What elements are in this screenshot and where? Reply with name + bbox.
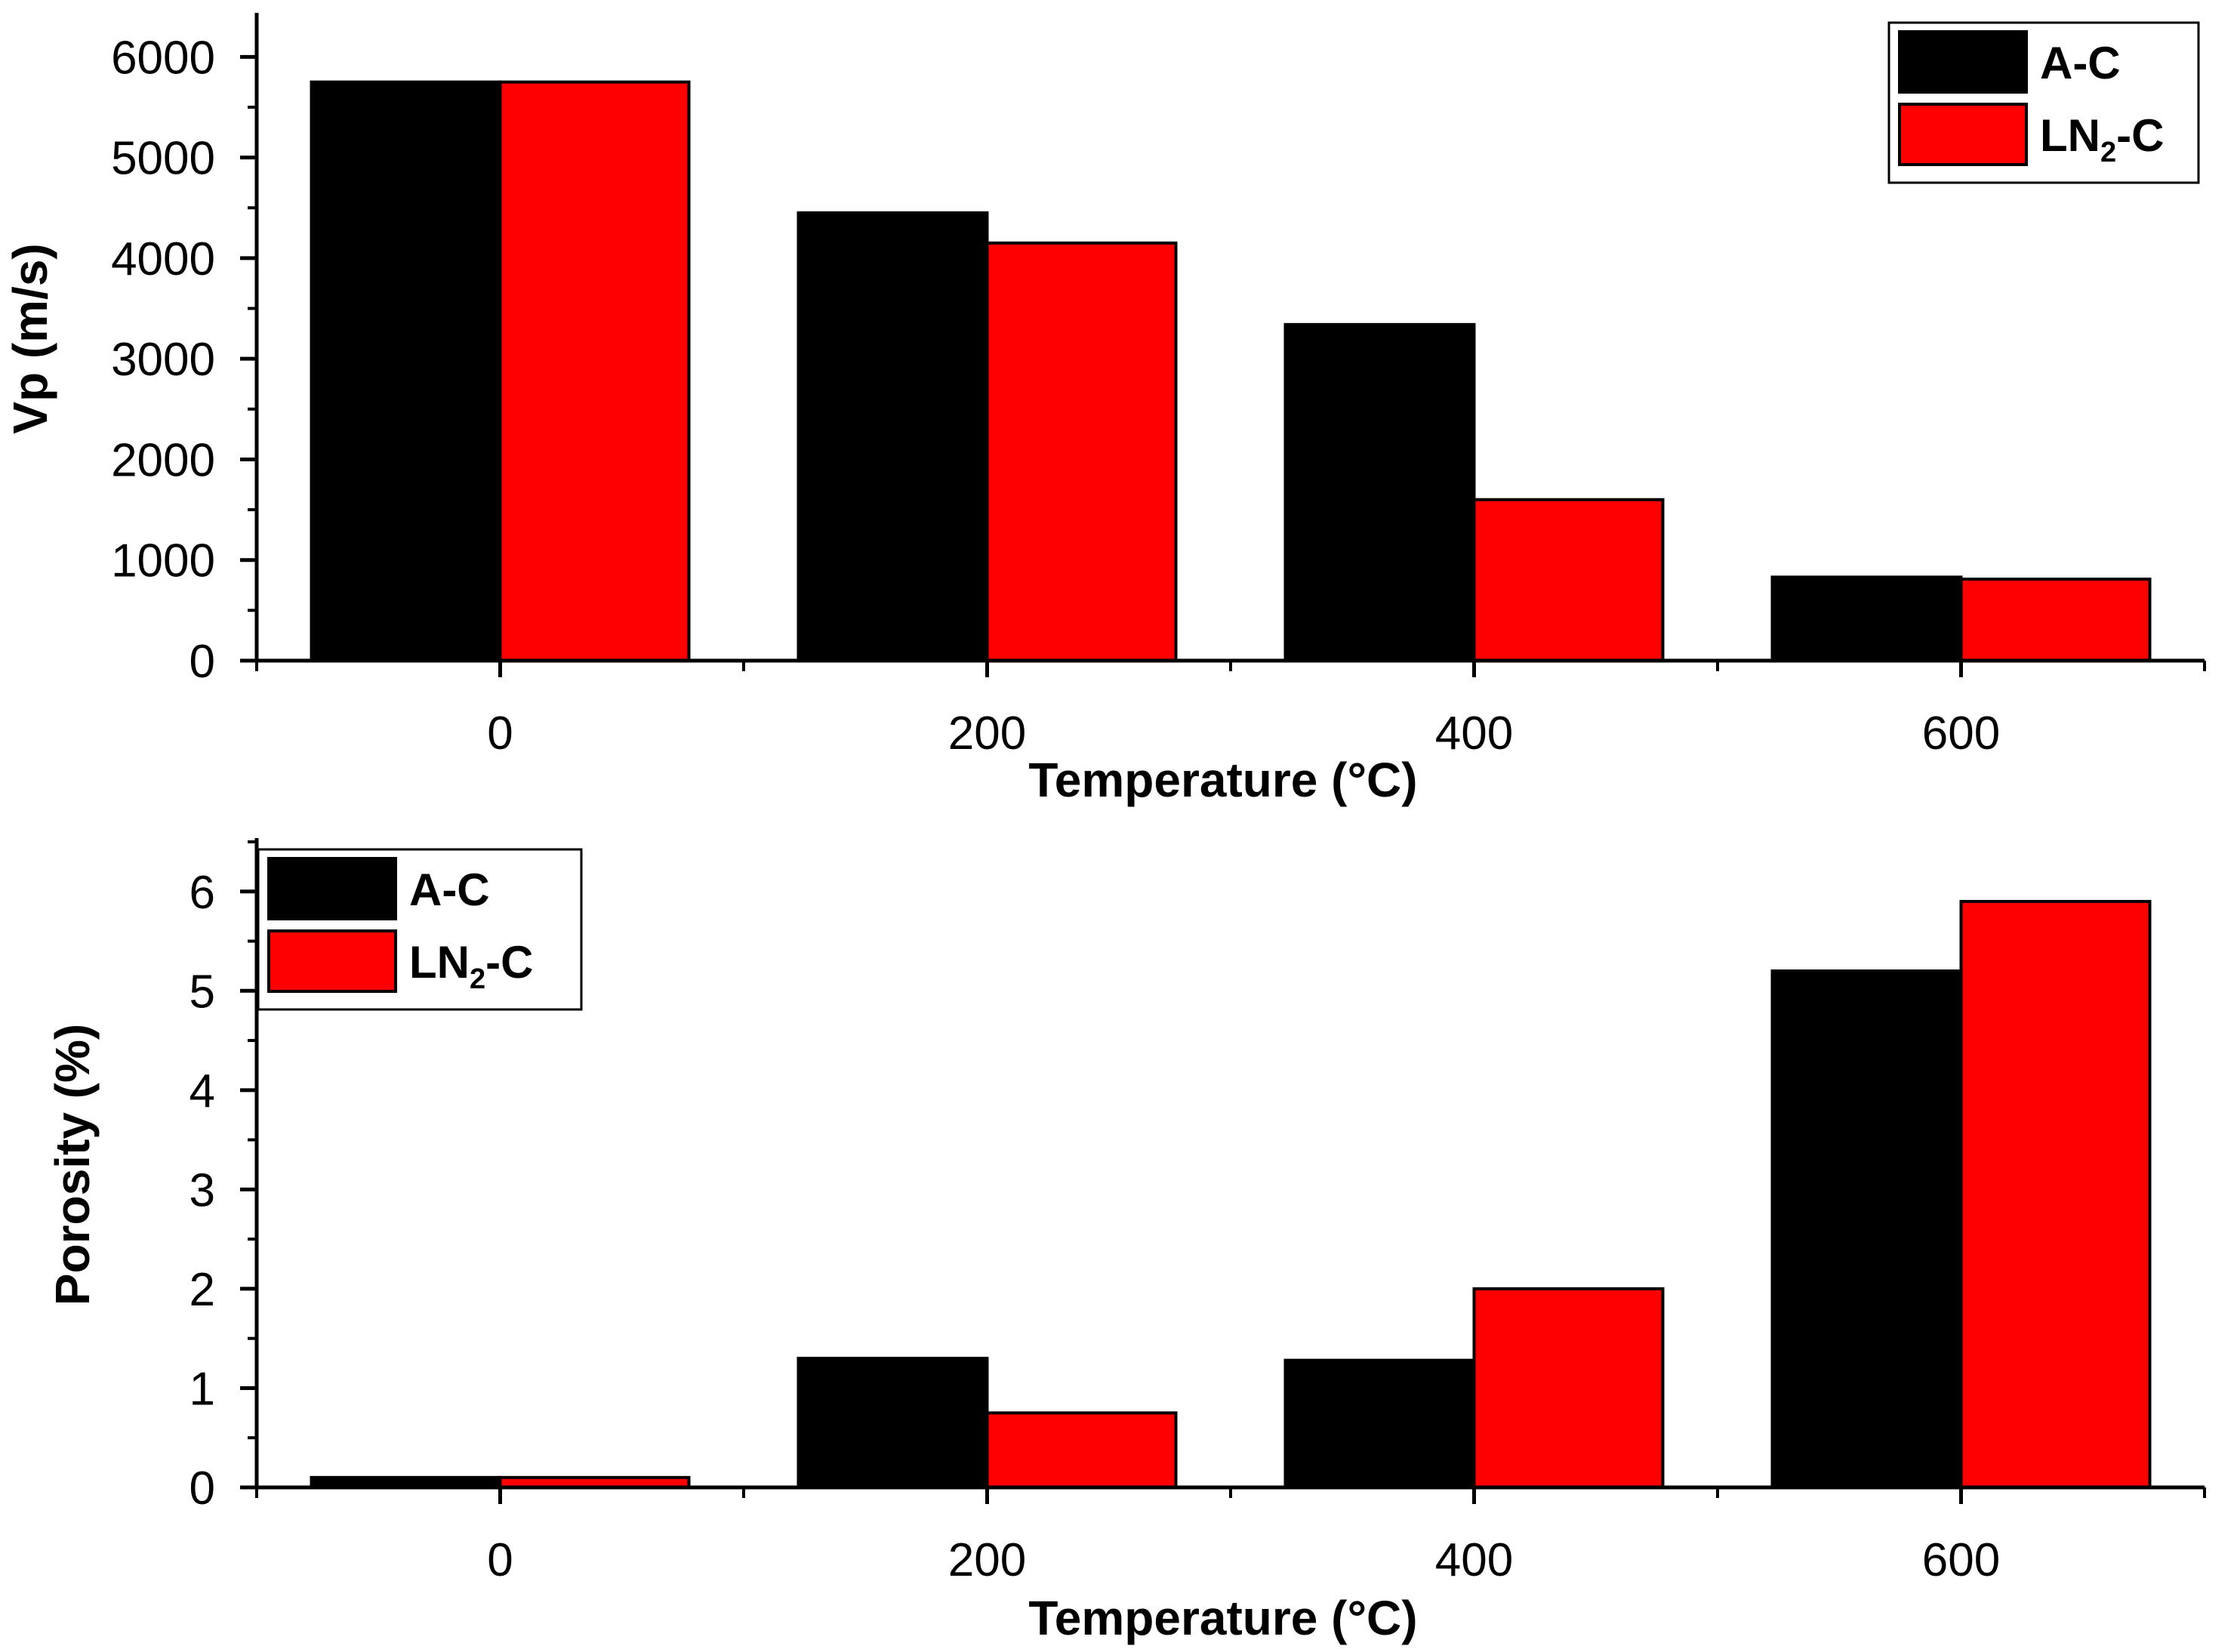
legend-label-subscript: 2: [470, 963, 485, 995]
porosity-chart: 0 1 2 3 4 5 6 0 200 400 600 Temperature (°C) Porosit…: [45, 838, 2206, 1645]
legend-swatch-a-c: [267, 857, 397, 920]
bar-ln2-c-0: [498, 80, 691, 662]
bar-a-c-200: [797, 211, 989, 662]
y-tick-label: 1000: [111, 535, 215, 587]
bar-a-c-400: [1283, 322, 1476, 662]
x-tick-label: 200: [948, 1534, 1026, 1586]
y-tick-label: 0: [189, 636, 215, 688]
legend-label-tail: -C: [2116, 110, 2164, 161]
bar-ln2-c-600: [1959, 899, 2152, 1489]
x-axis-title: Temperature (°C): [1028, 753, 1417, 807]
bar-ln2-c-200: [985, 1411, 1178, 1490]
legend-label: A-C: [2040, 38, 2121, 88]
x-tick-label: 600: [1922, 707, 2000, 760]
bar-a-c-200: [797, 1357, 989, 1489]
x-axis-title: Temperature (°C): [1028, 1591, 1417, 1645]
y-axis-title: Vp (m/s): [3, 243, 57, 433]
vp-chart: 0 1000 2000 3000 4000 5000 6000 0 200 400 600 Tempe…: [3, 13, 2206, 807]
bar-ln2-c-400: [1472, 498, 1665, 662]
y-tick-label: 0: [189, 1462, 215, 1515]
y-tick-label: 2: [189, 1264, 215, 1316]
legend-swatch-ln2-c: [267, 929, 397, 993]
y-axis-title: Porosity (%): [45, 1024, 100, 1305]
legend-label-main: LN: [2040, 110, 2100, 161]
x-tick-label: 600: [1922, 1534, 2000, 1586]
bar-a-c-600: [1770, 969, 1963, 1489]
x-tick-label: 400: [1435, 1534, 1513, 1586]
legend-label: LN2-C: [2040, 110, 2164, 168]
legend-label-main: LN: [409, 937, 470, 988]
y-tick-label: 5: [189, 966, 215, 1018]
y-tick-label: 1: [189, 1363, 215, 1415]
x-tick-label: 0: [487, 1534, 513, 1586]
y-tick-label: 6: [189, 867, 215, 919]
y-tick-label: 4000: [111, 233, 215, 285]
legend-label: A-C: [409, 865, 490, 915]
legend: A-C LN2-C: [257, 848, 583, 1011]
bar-ln2-c-200: [985, 241, 1178, 662]
y-tick-label: 6000: [111, 32, 215, 84]
bar-ln2-c-600: [1959, 578, 2152, 662]
y-tick-label: 4: [189, 1065, 215, 1117]
legend-swatch-ln2-c: [1898, 103, 2028, 166]
y-tick-label: 3: [189, 1164, 215, 1216]
legend-label: LN2-C: [409, 937, 533, 995]
y-tick-label: 5000: [111, 133, 215, 185]
y-tick-label: 2000: [111, 434, 215, 486]
legend-label-tail: -C: [485, 937, 533, 988]
x-tick-label: 0: [487, 707, 513, 760]
bar-a-c-600: [1770, 575, 1963, 663]
x-tick-label: 200: [948, 707, 1026, 760]
x-tick-label: 400: [1435, 707, 1513, 760]
legend: A-C LN2-C: [1887, 21, 2200, 184]
bar-a-c-400: [1283, 1358, 1476, 1489]
legend-swatch-a-c: [1898, 30, 2028, 94]
y-tick-label: 3000: [111, 334, 215, 386]
legend-label-subscript: 2: [2100, 137, 2116, 168]
bar-ln2-c-400: [1472, 1287, 1665, 1490]
bar-a-c-0: [310, 80, 502, 662]
